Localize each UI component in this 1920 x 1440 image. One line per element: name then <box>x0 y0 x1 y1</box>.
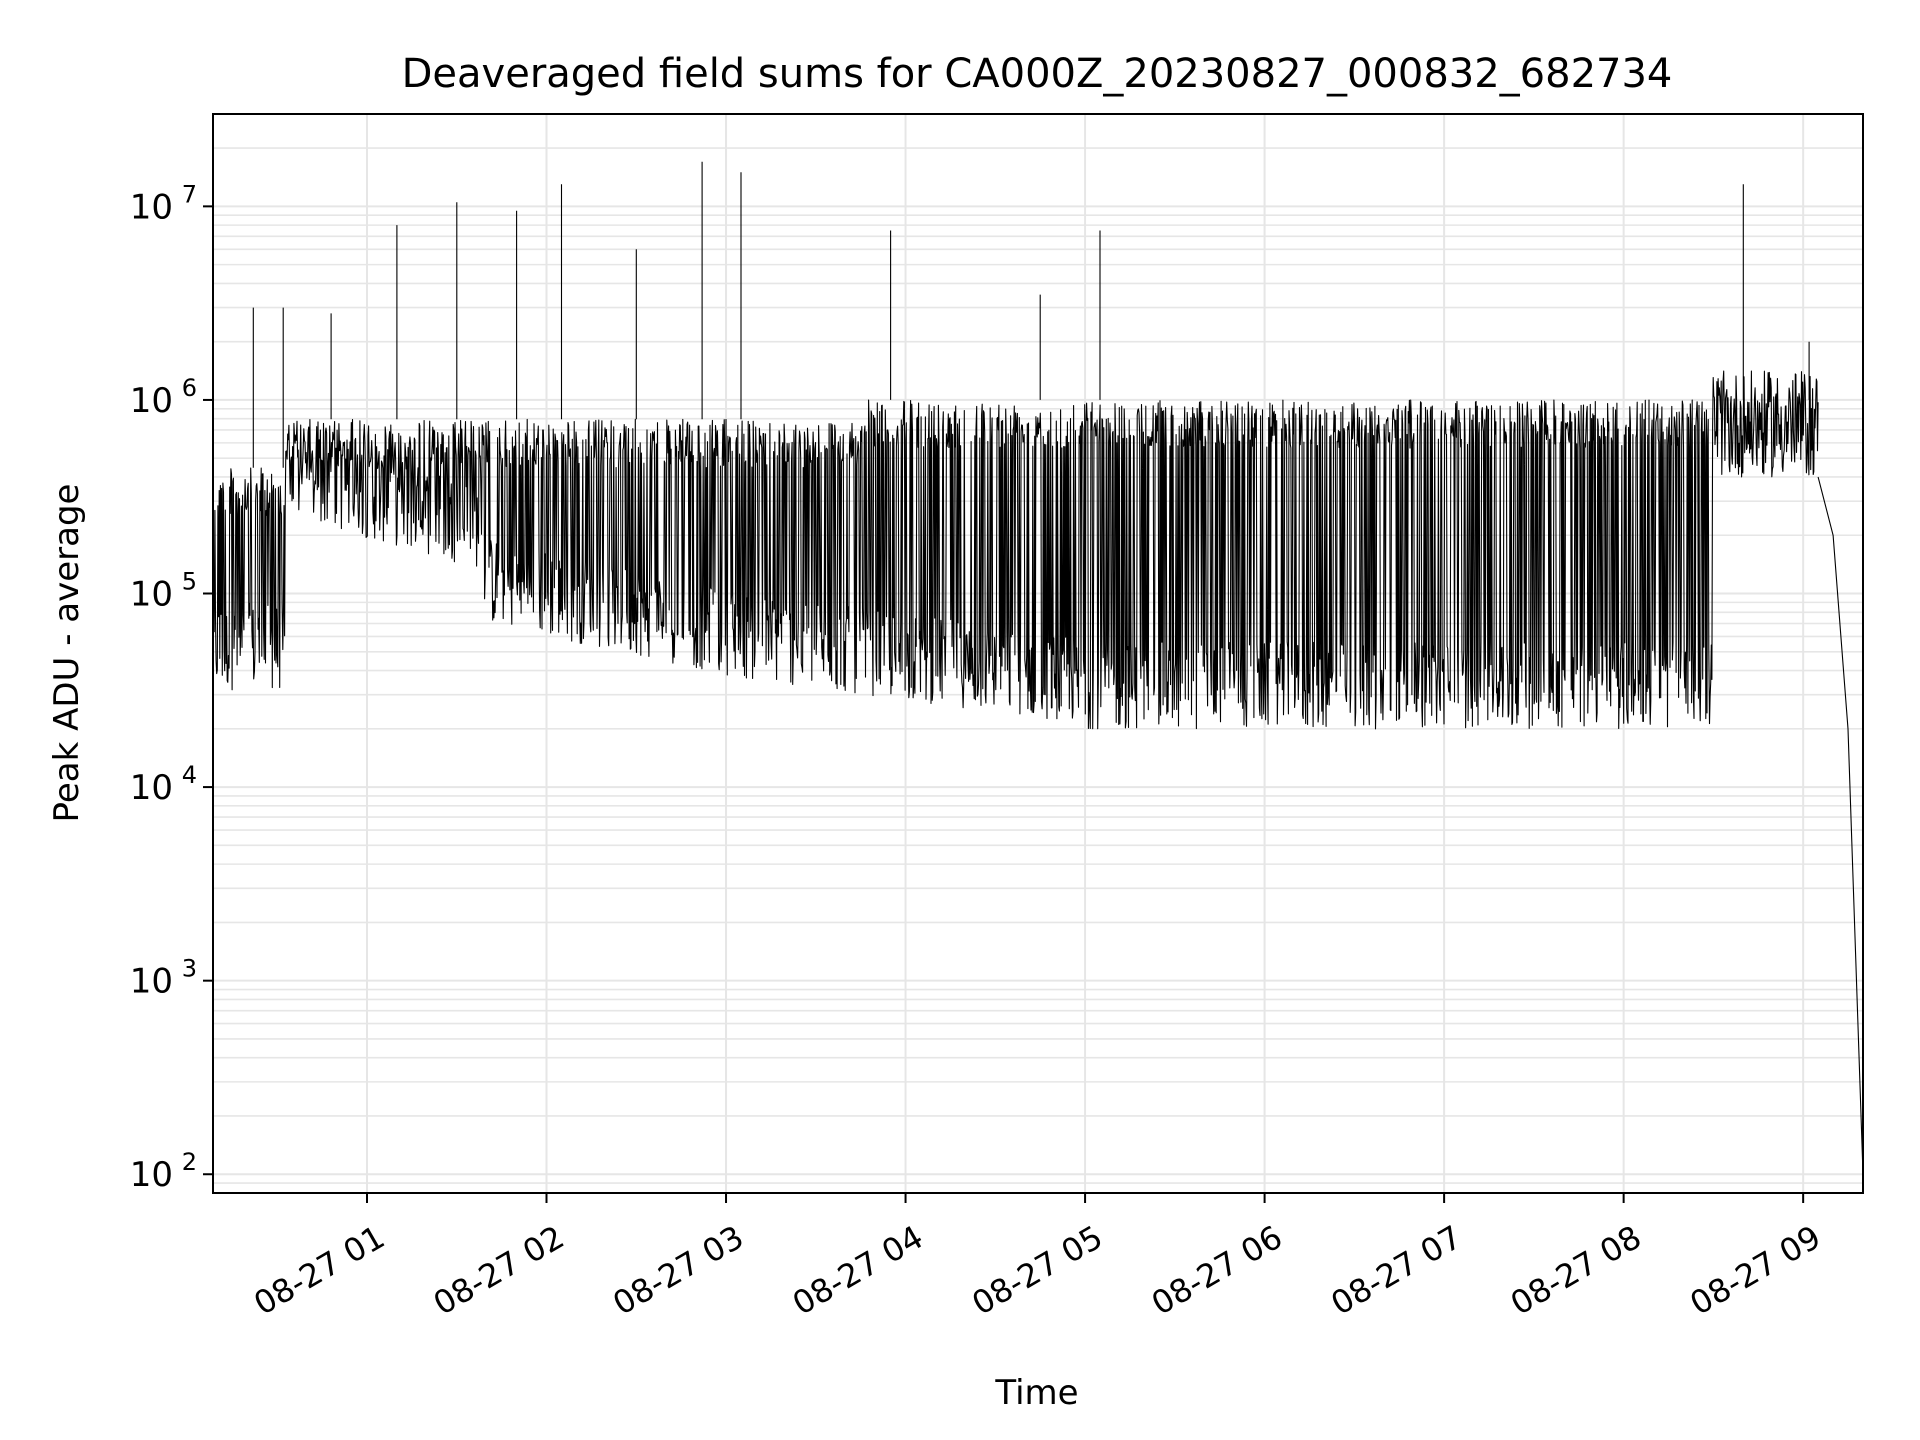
grid-lines <box>213 113 1863 1194</box>
y-tick-exponent: 3 <box>182 955 197 983</box>
y-tick-exponent: 5 <box>182 568 197 596</box>
x-axis-label: Time <box>994 1373 1078 1413</box>
y-axis-label: Peak ADU - average <box>47 484 87 823</box>
plot-area <box>213 161 1863 1175</box>
y-tick-exponent: 6 <box>182 374 197 402</box>
y-tick-exponent: 4 <box>182 761 197 789</box>
y-tick-label: 10 <box>130 962 173 1002</box>
y-axis: 10 2 10 3 10 4 10 5 10 6 10 7 <box>130 180 213 1195</box>
y-tick-exponent: 2 <box>182 1148 197 1176</box>
y-tick-label: 10 <box>130 187 173 227</box>
y-tick-label: 10 <box>130 1155 173 1195</box>
series-line <box>213 161 1863 1175</box>
y-tick-label: 10 <box>130 381 173 421</box>
y-tick-label: 10 <box>130 768 173 808</box>
y-tick-label: 10 <box>130 575 173 615</box>
chart-title: Deaveraged field sums for CA000Z_2023082… <box>402 51 1673 97</box>
y-tick-exponent: 7 <box>182 180 197 208</box>
plot-frame <box>212 113 1864 1194</box>
